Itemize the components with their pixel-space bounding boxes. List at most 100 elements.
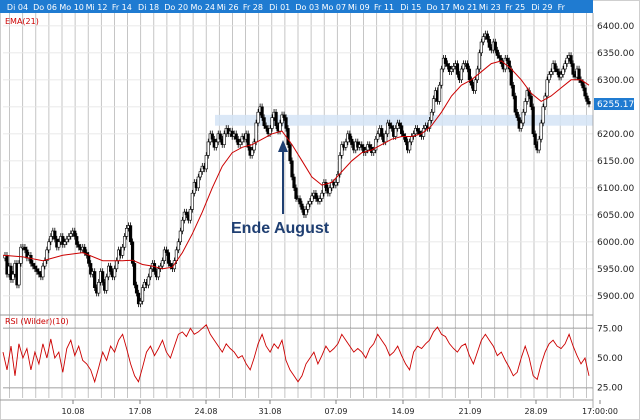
day-label: Mi 26 [217,3,239,12]
candle-body [124,228,129,237]
price-tick-label: 5900.00 [597,292,634,302]
price-tick-label: 5950.00 [597,265,634,275]
candle-body [73,230,77,237]
candle-body [17,263,21,286]
candle-body [156,268,161,278]
ema-line [2,60,590,270]
candle-body [537,138,541,151]
candle-body [262,117,266,126]
candle-body [63,241,67,245]
candle-body [340,144,344,156]
candle-body [561,68,565,75]
candle-body [300,203,304,210]
candle-body [384,133,388,143]
candle-body [445,63,450,67]
candle-body [398,122,402,126]
candle-body [254,122,258,143]
candle-body [509,68,513,86]
day-label: Do 20 [164,3,188,12]
candle-body [252,141,256,151]
price-tick-label: 6100.00 [597,184,634,194]
candle-body [87,255,91,264]
candle-body [140,287,145,302]
day-label: Mo 10 [59,3,84,12]
candle-body [178,230,182,243]
last-price-label: 6255.17 [597,100,634,110]
price-tick-label: 6050.00 [597,211,634,221]
x-tick-label: 28.09 [525,407,548,416]
candle-body [294,187,298,199]
candle-body [164,249,169,253]
candle-body [461,63,466,70]
candle-body [374,138,378,151]
candle-body [214,141,218,148]
x-tick-label: 31.08 [259,407,282,416]
candle-body [563,63,567,70]
candle-body [160,260,165,267]
candle-body [218,133,222,140]
candle-body [75,236,79,245]
candle-body [128,225,133,243]
candle-body [89,263,93,275]
candle-body [523,101,527,113]
candle-body [37,271,41,275]
candle-body [152,263,157,272]
candle-body [260,106,264,118]
candle-body [280,114,284,124]
candle-body [487,38,491,48]
candle-body [372,149,376,153]
candle-body [310,195,314,202]
candle-body [278,122,282,132]
candle-body [324,182,328,189]
candle-body [306,203,310,210]
candle-body [136,292,141,305]
candle-body [314,192,318,199]
day-label-bar [0,0,593,13]
candle-body [101,271,105,283]
candle-body [388,122,392,126]
candle-body [115,260,119,270]
candle-body [69,233,73,237]
candle-body [282,114,286,118]
candle-body [162,249,167,261]
candle-body [511,84,515,97]
candle-body [533,133,537,145]
price-tick-label: 6000.00 [597,238,634,248]
price-tick-label: 6350.00 [597,49,634,59]
candle-body [455,63,460,75]
candle-body [565,57,569,64]
candle-body [210,133,214,140]
day-label: Mo 07 [322,3,347,12]
candle-body [113,268,117,278]
candle-body [465,63,470,70]
x-tick-label: 07.09 [325,407,348,416]
candle-body [479,41,483,54]
candle-body [569,55,573,64]
candle-body [417,130,422,135]
day-label: Mi 09 [348,3,370,12]
candle-body [505,57,509,62]
candle-body [571,63,575,75]
candle-body [9,265,13,280]
candle-body [386,122,390,135]
candle-body [238,141,242,145]
candle-body [146,276,151,286]
candle-body [196,176,200,189]
x-tick-label: 10.08 [62,407,85,416]
candle-body [368,144,372,148]
candle-body [459,68,464,81]
last-price-tag [594,98,634,111]
candle-body [31,263,35,267]
candle-body [23,246,27,251]
rsi-tick-label: 25.00 [597,384,623,394]
candle-body [581,82,585,89]
candle-body [529,95,533,108]
candle-body [318,198,322,202]
candle-body [190,192,194,210]
candle-body [35,268,39,272]
candle-body [531,106,535,135]
candle-body [350,138,354,145]
candle-body [61,236,65,245]
candle-body [246,133,250,148]
